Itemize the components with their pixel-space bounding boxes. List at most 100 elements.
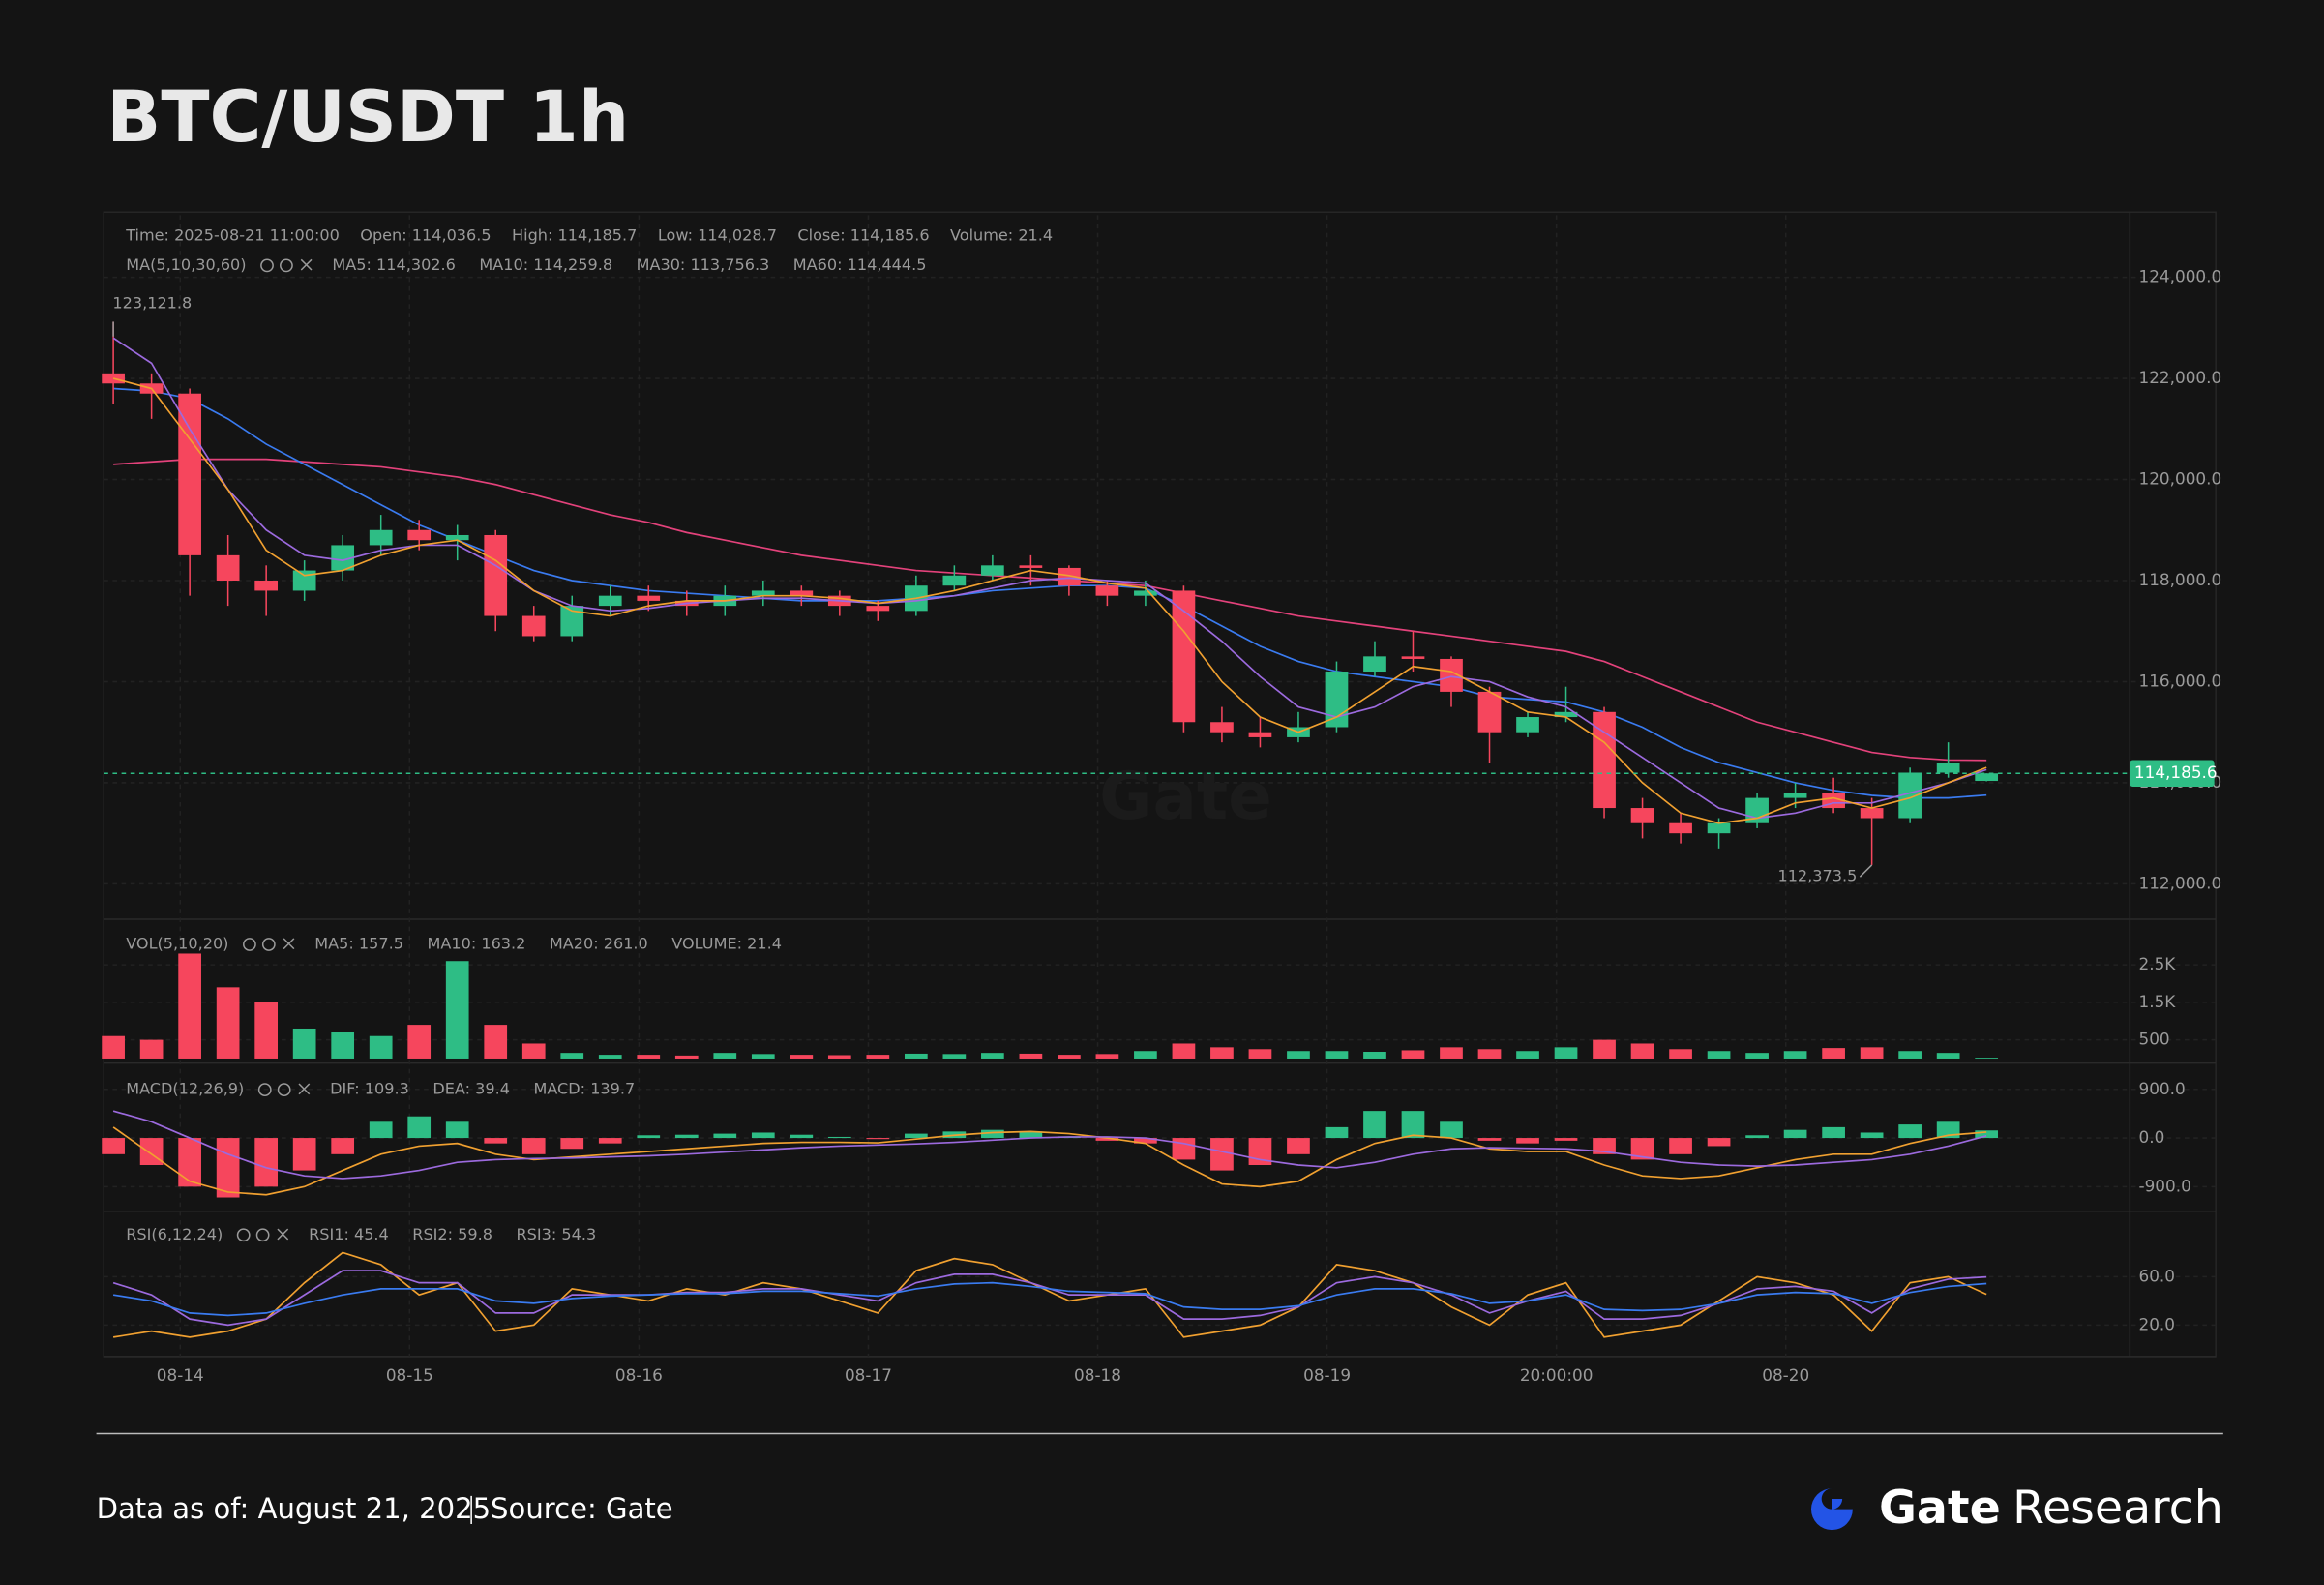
y-tick-label: 60.0 (2139, 1266, 2176, 1285)
macd-histogram-bar (254, 1138, 279, 1187)
candle-body (1095, 585, 1119, 596)
volume-bar (1210, 1047, 1234, 1059)
volume-bar (1325, 1051, 1349, 1059)
volume-bar (751, 1054, 775, 1059)
macd-histogram-bar (407, 1116, 432, 1139)
volume-bar (674, 1055, 699, 1059)
volume-bar (1287, 1051, 1310, 1059)
macd-histogram-bar (1630, 1138, 1654, 1160)
volume-bar (1363, 1051, 1386, 1059)
macd-line (112, 1126, 1987, 1196)
legend-item: DEA: 39.4 (432, 1080, 510, 1098)
info-item: High: 114,185.7 (512, 225, 637, 244)
macd-histogram-bar (1210, 1138, 1234, 1171)
macd-histogram-bar (827, 1136, 851, 1139)
candle-body (369, 529, 393, 546)
volume-bar (139, 1039, 164, 1059)
info-item: Volume: 21.4 (950, 225, 1053, 244)
x-tick-label: 08-15 (386, 1365, 433, 1385)
volume-bar (942, 1054, 967, 1059)
candle-body (1860, 808, 1884, 819)
x-tick-label: 08-20 (1762, 1365, 1809, 1385)
macd-histogram-bar (790, 1134, 814, 1139)
indicator-title: MA(5,10,30,60) (126, 255, 246, 274)
rsi-line (112, 1251, 1987, 1338)
candle-body (981, 565, 1004, 576)
macd-histogram-bar (1440, 1121, 1463, 1139)
candle-body (1058, 567, 1081, 586)
volume-bar (1669, 1049, 1692, 1059)
x-tick-label: 08-16 (615, 1365, 663, 1385)
volume-bar (560, 1053, 584, 1059)
candle-body (1516, 717, 1539, 733)
volume-bar (1440, 1047, 1463, 1059)
volume-bar (1898, 1051, 1922, 1059)
settings-icon (261, 938, 276, 951)
visibility-icon (236, 1228, 251, 1242)
macd-histogram-bar (1745, 1135, 1769, 1139)
macd-histogram-bar (560, 1138, 584, 1150)
legend-item: DIF: 109.3 (330, 1080, 409, 1098)
close-icon (298, 1083, 311, 1095)
candle-body (1019, 565, 1043, 568)
info-item: Open: 114,036.5 (360, 225, 491, 244)
macd-histogram-bar (1401, 1111, 1425, 1139)
x-tick-label: 20:00:00 (1520, 1365, 1594, 1385)
macd-histogram-bar (866, 1138, 890, 1140)
macd-histogram-bar (1477, 1138, 1502, 1141)
macd-histogram-bar (216, 1138, 240, 1198)
close-icon (283, 938, 295, 950)
volume-bar (178, 953, 201, 1059)
legend-item: MA5: 157.5 (314, 935, 403, 953)
macd-histogram-bar (1669, 1138, 1692, 1154)
legend-item: MA5: 114,302.6 (332, 255, 455, 274)
volume-bar (1058, 1055, 1081, 1059)
y-tick-label: 112,000.0 (2139, 873, 2222, 892)
volume-bar (1593, 1039, 1616, 1059)
indicator-title: RSI(6,12,24) (126, 1225, 223, 1243)
candle-body (178, 393, 201, 555)
candle-body (216, 554, 240, 581)
price-tag (2130, 760, 2215, 788)
y-tick-label: 118,000.0 (2139, 570, 2222, 589)
candle-body (1783, 792, 1807, 798)
indicator-title: VOL(5,10,20) (126, 935, 228, 953)
brand-icon (1810, 1488, 1853, 1531)
volume-bar (216, 987, 240, 1059)
volume-bar (1860, 1047, 1884, 1059)
candle-body (1975, 773, 1999, 782)
macd-histogram-bar (1554, 1138, 1578, 1141)
candle-body (292, 570, 316, 591)
volume-bar (904, 1053, 928, 1059)
candle-body (1363, 656, 1386, 673)
x-tick-label: 08-18 (1074, 1365, 1121, 1385)
x-tick-label: 08-14 (157, 1365, 204, 1385)
candle-body (1401, 656, 1425, 659)
candle-body (1325, 672, 1349, 728)
legend-item: MA10: 163.2 (427, 935, 525, 953)
candle-body (560, 606, 584, 637)
legend-item: MA30: 113,756.3 (637, 255, 770, 274)
candle-body (1477, 691, 1502, 733)
max-label: 123,121.8 (112, 294, 192, 313)
volume-bar (1822, 1048, 1845, 1059)
rsi-line (112, 1281, 1987, 1317)
candle-body (598, 595, 622, 607)
y-tick-label: 900.0 (2139, 1079, 2186, 1098)
volume-bar (827, 1055, 851, 1059)
brand-text: Gate Research (1879, 1481, 2223, 1535)
macd-histogram-bar (1593, 1138, 1616, 1154)
y-tick-label: 120,000.0 (2139, 469, 2222, 489)
info-item: Low: 114,028.7 (658, 225, 777, 244)
volume-bar (254, 1002, 279, 1059)
candle-body (751, 590, 775, 596)
candle-body (1210, 722, 1234, 733)
legend-item: MA10: 114,259.8 (479, 255, 612, 274)
volume-bar (1019, 1053, 1043, 1059)
min-marker (1859, 864, 1873, 878)
y-tick-label: 0.0 (2139, 1127, 2165, 1147)
candle-body (254, 580, 279, 591)
volume-bar (1630, 1043, 1654, 1059)
volume-bar (521, 1043, 546, 1059)
